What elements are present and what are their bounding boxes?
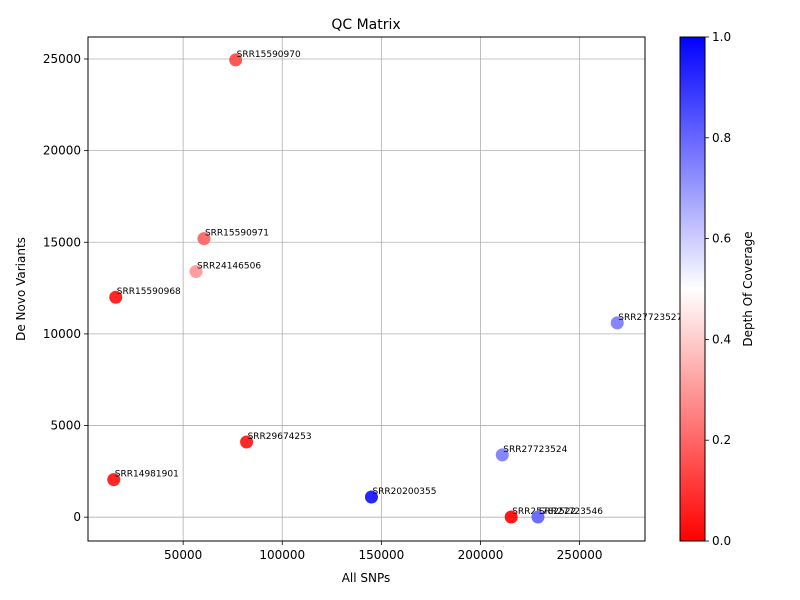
- y-tick-label: 25000: [43, 52, 81, 66]
- y-axis-title: De Novo Variants: [14, 237, 28, 341]
- colorbar-title: Depth Of Coverage: [741, 231, 755, 346]
- points-layer: SRR15590970 SRR15590971 SRR24146506 SRR1559…: [107, 50, 682, 524]
- colorbar-tick-label: 0.8: [712, 131, 731, 145]
- x-tick-label: 150000: [358, 548, 404, 562]
- data-point: [531, 510, 545, 524]
- point-label: SRR14981901: [115, 470, 179, 480]
- point-label: SRR15590968: [117, 287, 181, 297]
- point-label: SRR25782522: [512, 507, 576, 517]
- x-axis-title: All SNPs: [342, 571, 391, 585]
- data-point: [504, 510, 518, 524]
- x-tick-label: 100000: [259, 548, 305, 562]
- data-point: [240, 435, 254, 449]
- point-label: SRR27723546: [539, 507, 603, 517]
- colorbar-tick-label: 0.2: [712, 433, 731, 447]
- y-tick-label: 5000: [50, 419, 81, 433]
- y-tick-label: 20000: [43, 144, 81, 158]
- y-tick-label: 0: [73, 510, 81, 524]
- x-tick-label: 200000: [458, 548, 504, 562]
- data-point: [197, 232, 211, 246]
- colorbar-tick-label: 0.6: [712, 232, 731, 246]
- data-point: [610, 316, 624, 330]
- point-label: SRR15590970: [237, 50, 301, 60]
- colorbar-tick-label: 1.0: [712, 30, 731, 44]
- point-label: SRR24146506: [197, 262, 261, 272]
- data-point: [107, 473, 121, 487]
- data-point: [109, 290, 123, 304]
- data-point: [364, 490, 378, 504]
- colorbar-tick-label: 0.0: [712, 534, 731, 548]
- colorbar: [679, 36, 706, 542]
- chart-title: QC Matrix: [331, 17, 400, 33]
- x-tick-label: 50000: [164, 548, 202, 562]
- x-tick-label: 250000: [557, 548, 603, 562]
- colorbar-tick-label: 0.4: [712, 332, 731, 346]
- y-tick-label: 10000: [43, 327, 81, 341]
- point-label: SRR27723524: [503, 445, 567, 455]
- data-point: [189, 265, 203, 279]
- point-label: SRR20200355: [372, 487, 436, 497]
- point-label: SRR15590971: [205, 229, 269, 239]
- y-tick-label: 15000: [43, 235, 81, 249]
- grid-layer: [88, 37, 645, 541]
- point-label: SRR29674253: [248, 432, 312, 442]
- data-point: [229, 53, 243, 67]
- data-point: [495, 448, 509, 462]
- colorbar-ticks: 0.0 0.2 0.4 0.6 0.8 1.0: [705, 30, 731, 548]
- plot-frame: [87, 36, 646, 542]
- ticks-layer: 50000 100000 150000 200000 250000 0 5000 10000 1…: [43, 52, 603, 562]
- point-label: SRR27723527: [618, 313, 682, 323]
